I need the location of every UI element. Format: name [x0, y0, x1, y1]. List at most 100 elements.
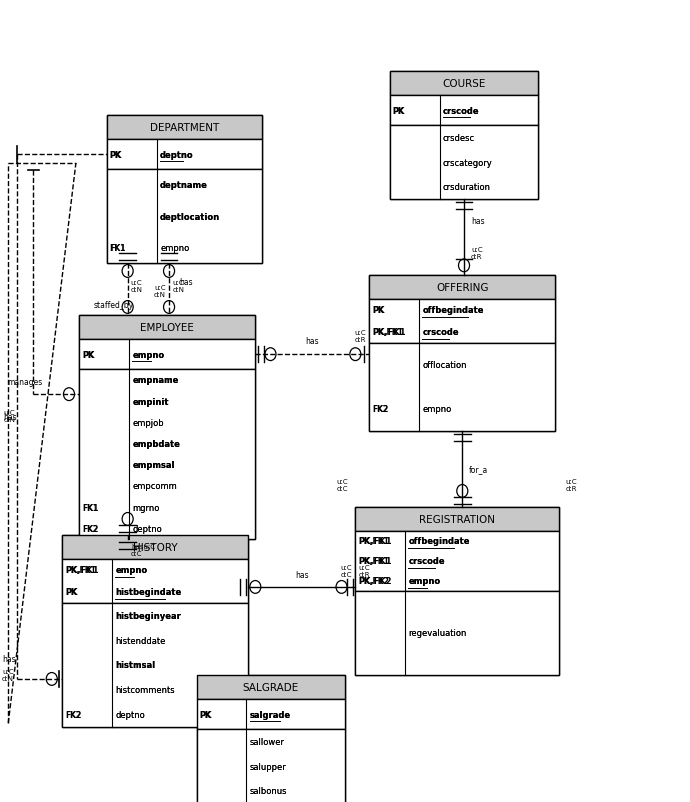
- Bar: [79, 370, 255, 539]
- Text: deptlocation: deptlocation: [160, 213, 220, 221]
- Text: PK,FK1: PK,FK1: [372, 328, 406, 337]
- Text: DEPARTMENT: DEPARTMENT: [150, 123, 219, 133]
- Text: empno: empno: [422, 405, 451, 414]
- Text: u:C
d:R: u:C d:R: [354, 330, 366, 342]
- Bar: [107, 140, 262, 170]
- Text: u:C
d:N: u:C d:N: [172, 280, 184, 293]
- Text: crsdesc: crsdesc: [443, 134, 475, 143]
- Text: salgrade: salgrade: [250, 710, 291, 719]
- Text: SALGRADE: SALGRADE: [243, 682, 299, 692]
- Text: FK2: FK2: [82, 525, 99, 533]
- Text: regevaluation: regevaluation: [408, 629, 467, 638]
- Text: sallower: sallower: [250, 737, 285, 746]
- Text: FK1: FK1: [110, 244, 126, 253]
- Bar: [197, 699, 345, 729]
- Text: EMPLOYEE: EMPLOYEE: [140, 322, 195, 333]
- Text: offlocation: offlocation: [422, 361, 466, 370]
- Text: FK2: FK2: [82, 525, 98, 533]
- Text: crsduration: crsduration: [443, 183, 491, 192]
- Text: crsduration: crsduration: [443, 183, 491, 192]
- Bar: [197, 675, 345, 802]
- Bar: [369, 343, 555, 431]
- Text: PK: PK: [82, 350, 95, 359]
- Text: empjob: empjob: [132, 419, 164, 427]
- Text: empno: empno: [132, 350, 165, 359]
- Text: empname: empname: [132, 376, 179, 385]
- Text: offbegindate: offbegindate: [422, 306, 484, 315]
- Text: deptno: deptno: [115, 710, 145, 719]
- Bar: [197, 675, 345, 699]
- Text: offbegindate: offbegindate: [408, 537, 470, 545]
- Bar: [62, 535, 248, 559]
- Text: empmsal: empmsal: [132, 460, 175, 470]
- Text: PK,FK1: PK,FK1: [358, 557, 392, 565]
- Text: staffed_by: staffed_by: [94, 301, 134, 310]
- Text: u:C
d:R: u:C d:R: [566, 479, 578, 492]
- Text: FK1: FK1: [82, 503, 98, 512]
- Text: histmsal: histmsal: [115, 661, 155, 670]
- Text: empno: empno: [160, 244, 189, 253]
- Text: empno: empno: [422, 405, 451, 414]
- Text: crscode: crscode: [443, 107, 480, 115]
- Text: FK2: FK2: [65, 710, 81, 719]
- Text: deptno: deptno: [160, 151, 194, 160]
- Bar: [197, 729, 345, 802]
- Text: offbegindate: offbegindate: [422, 306, 484, 315]
- Text: empno: empno: [160, 244, 189, 253]
- Text: salgrade: salgrade: [250, 710, 291, 719]
- Text: empbdate: empbdate: [132, 439, 180, 448]
- Text: empcomm: empcomm: [132, 482, 177, 491]
- Text: PK,FK1: PK,FK1: [65, 565, 99, 575]
- Text: mgrno: mgrno: [132, 503, 160, 512]
- Text: PK: PK: [393, 107, 405, 115]
- Bar: [390, 72, 538, 200]
- Text: crscode: crscode: [443, 107, 480, 115]
- Text: has: has: [471, 217, 484, 226]
- Bar: [62, 559, 248, 603]
- Text: empno: empno: [408, 577, 441, 585]
- Text: for_a: for_a: [469, 465, 489, 474]
- Bar: [79, 315, 255, 339]
- Text: crscode: crscode: [422, 328, 459, 337]
- Text: empbdate: empbdate: [132, 439, 180, 448]
- Text: crscode: crscode: [408, 557, 445, 565]
- Text: deptname: deptname: [160, 181, 208, 190]
- Text: PK,FK1: PK,FK1: [358, 537, 392, 545]
- Text: has: has: [3, 412, 17, 422]
- Text: histenddate: histenddate: [115, 636, 166, 645]
- Text: histbegindate: histbegindate: [115, 588, 181, 597]
- Text: salupper: salupper: [250, 762, 286, 771]
- Text: has: has: [295, 570, 308, 579]
- Text: PK,FK1: PK,FK1: [358, 537, 389, 545]
- Text: has: has: [179, 278, 193, 287]
- Text: empno: empno: [115, 565, 148, 575]
- Text: deptlocation: deptlocation: [160, 213, 220, 221]
- Text: u:C
d:R: u:C d:R: [471, 247, 482, 260]
- Text: deptname: deptname: [160, 181, 208, 190]
- Text: COURSE: COURSE: [442, 79, 486, 89]
- Text: u:C
d:C: u:C d:C: [337, 479, 348, 492]
- Text: REGISTRATION: REGISTRATION: [419, 514, 495, 525]
- Text: has: has: [2, 654, 16, 663]
- Text: PK: PK: [110, 151, 122, 160]
- Text: has: has: [306, 336, 319, 345]
- Text: FK2: FK2: [372, 405, 388, 414]
- Bar: [390, 126, 538, 200]
- Text: histmsal: histmsal: [115, 661, 155, 670]
- Text: deptno: deptno: [160, 151, 194, 160]
- Text: salbonus: salbonus: [250, 786, 287, 795]
- Text: OFFERING: OFFERING: [436, 282, 489, 293]
- Text: empcomm: empcomm: [132, 482, 177, 491]
- Text: PK,FK1: PK,FK1: [65, 565, 96, 575]
- Text: PK,FK2: PK,FK2: [358, 577, 392, 585]
- Text: histbeginyear: histbeginyear: [115, 611, 181, 620]
- Text: PK: PK: [65, 588, 77, 597]
- Text: empname: empname: [132, 376, 179, 385]
- Text: PK: PK: [372, 306, 384, 315]
- Text: deptno: deptno: [115, 710, 145, 719]
- Text: regevaluation: regevaluation: [408, 629, 467, 638]
- Text: empinit: empinit: [132, 397, 169, 406]
- Bar: [62, 535, 248, 727]
- Text: mgrno: mgrno: [132, 503, 160, 512]
- Text: u:C
d:N: u:C d:N: [154, 285, 166, 298]
